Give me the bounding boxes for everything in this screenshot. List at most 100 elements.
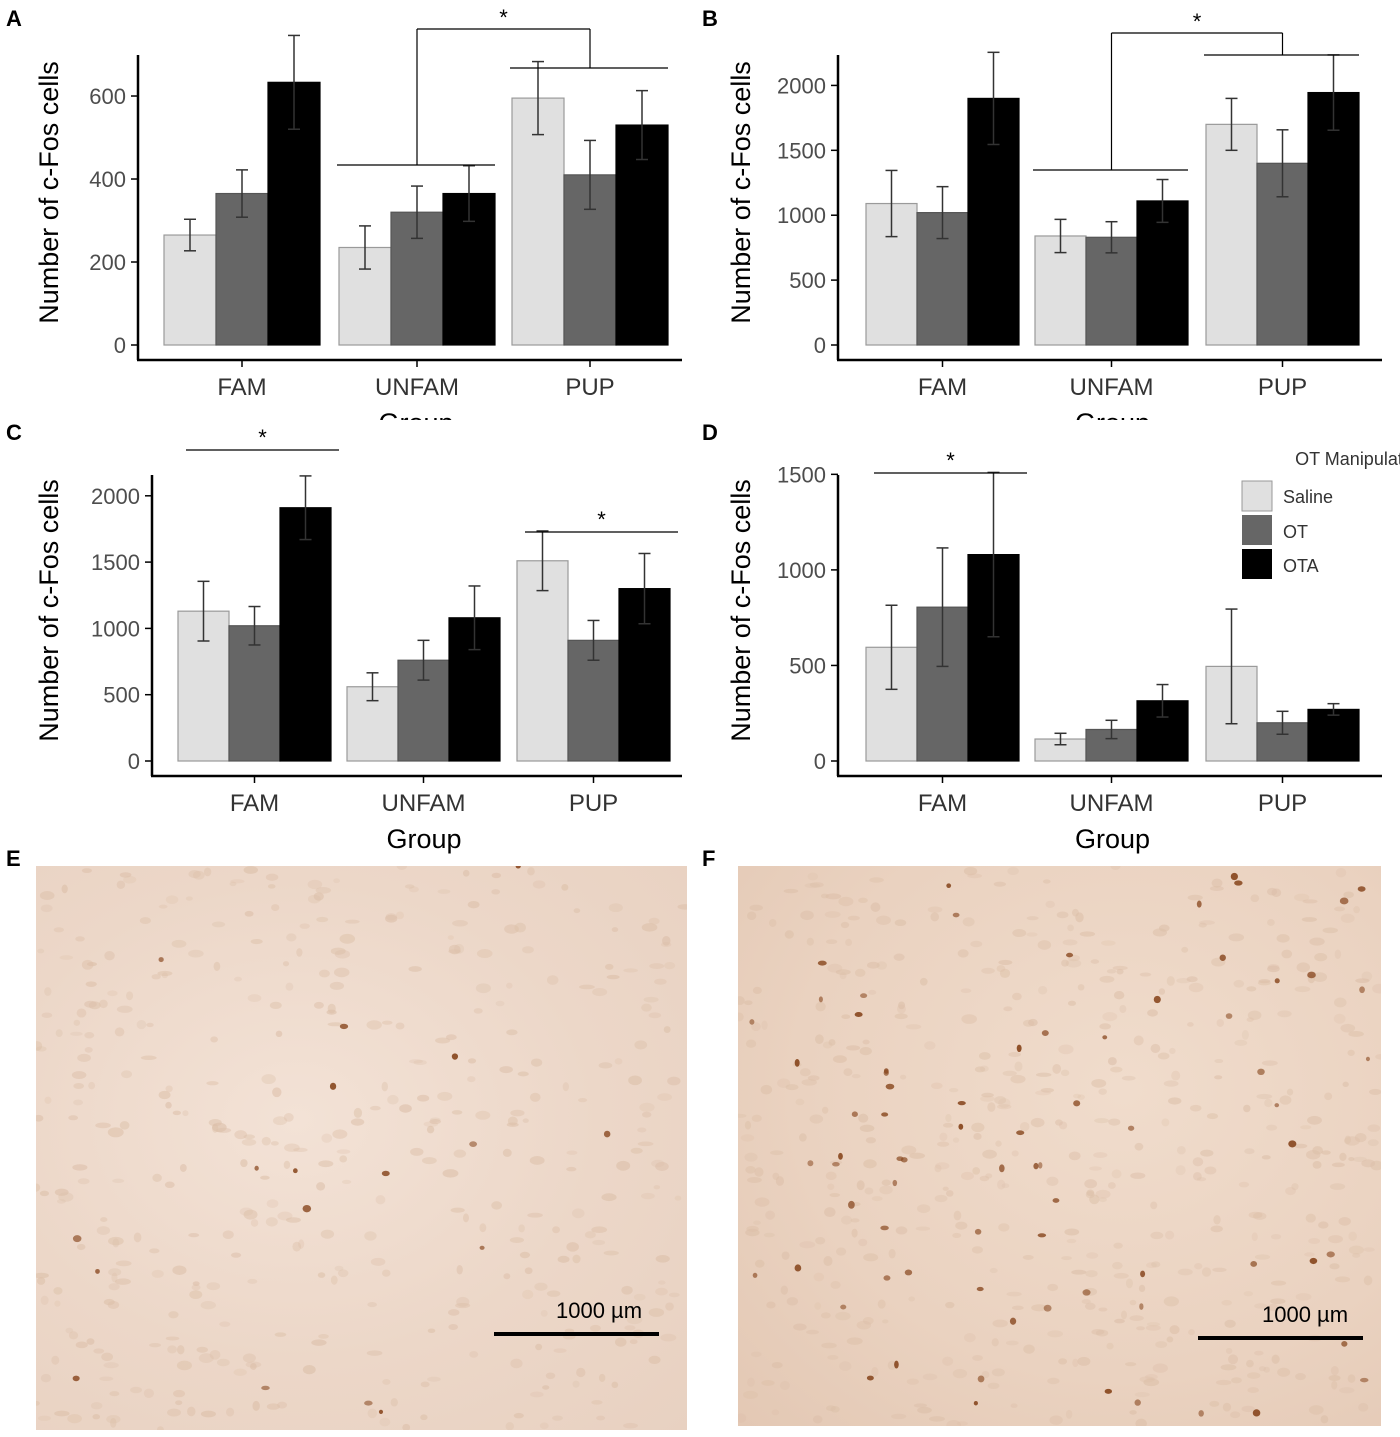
tissue-cell [108,1268,122,1277]
tissue-cell [40,904,53,913]
tissue-cell [1330,1366,1339,1376]
tissue-cell [1358,1402,1369,1412]
tissue-cell [491,889,501,895]
tissue-cell [529,1156,545,1165]
tissue-cell [76,1008,87,1018]
tissue-cell [167,1345,177,1354]
tissue-cell [316,916,329,923]
tissue-cell [192,1281,200,1287]
tissue-cell [894,919,907,927]
tissue-cell [230,879,245,884]
tissue-cell [592,1239,606,1246]
cfos-positive-cell [1341,1341,1348,1347]
tissue-cell [1334,1276,1351,1283]
tissue-cell [274,1332,287,1337]
tissue-cell [422,1157,437,1165]
tissue-cell [427,1376,441,1382]
tissue-cell [624,1325,636,1331]
x-tick-label: UNFAM [382,790,466,817]
tissue-cell [993,881,1007,887]
tissue-cell [157,1426,164,1430]
tissue-cell [1019,1121,1030,1132]
tissue-cell [1363,1247,1375,1252]
sig-star: * [258,425,267,450]
tissue-cell [931,1082,943,1090]
tissue-cell [1209,885,1224,892]
tissue-cell [243,866,258,874]
cfos-positive-cell [329,1082,337,1090]
tissue-cell [318,1334,329,1339]
tissue-cell [1241,1405,1255,1413]
tissue-cell [750,1351,762,1358]
tissue-cell [420,1414,428,1421]
tissue-cell [332,1129,348,1139]
legend-label-ot: OT [1283,522,1308,542]
cfos-positive-cell [818,996,823,1003]
tissue-cell [891,1413,907,1420]
tissue-cell [572,1380,580,1388]
tissue-cell [1130,1172,1146,1179]
tissue-cell [1112,1261,1123,1270]
tissue-cell [939,1132,948,1142]
y-axis-title: Number of c-Fos cells [34,479,64,742]
cfos-positive-cell [1196,900,1202,908]
tissue-cell [37,948,45,954]
x-axis-title: Group [1075,824,1150,854]
tissue-cell [1230,1411,1241,1419]
tissue-cell [1248,1211,1263,1219]
tissue-cell [655,1254,670,1263]
cfos-positive-cell [1038,1162,1043,1169]
y-tick-label: 1500 [777,462,826,487]
tissue-cell [219,1321,231,1327]
tissue-cell [982,1149,997,1159]
tissue-cell [998,959,1013,966]
tissue-cell [916,1204,931,1214]
tissue-cell [761,1379,775,1386]
tissue-cell [827,1355,839,1360]
tissue-cell [408,886,419,893]
tissue-cell [1228,933,1245,942]
tissue-cell [517,1071,529,1077]
tissue-cell [771,1409,780,1416]
tissue-cell [1012,992,1022,1001]
tissue-cell [1058,1044,1074,1055]
tissue-cell [991,1338,999,1347]
tissue-cell [381,1020,393,1025]
tissue-cell [513,1412,524,1419]
tissue-cell [616,1160,631,1171]
tissue-cell [1375,1053,1381,1060]
tissue-cell [893,953,905,961]
tissue-cell [158,904,168,909]
tissue-cell [402,1423,411,1430]
cfos-positive-cell [1365,1056,1370,1062]
tissue-cell [103,1298,115,1306]
tissue-cell [856,1180,865,1191]
tissue-cell [1146,1262,1157,1269]
tissue-cell [1065,1409,1073,1419]
y-tick-label: 1500 [91,550,140,575]
tissue-cell [747,1377,755,1387]
tissue-cell [754,1197,770,1207]
tissue-cell [1151,1261,1161,1268]
bar-ot-unfam [1085,236,1138,346]
tissue-cell [293,1147,308,1153]
tissue-cell [591,1400,603,1405]
tissue-cell [576,1367,586,1378]
sig-star: * [1193,9,1202,34]
tissue-cell [1318,1221,1329,1229]
tissue-cell [318,1160,334,1168]
x-tick-label: PUP [1258,790,1307,817]
tissue-cell [334,1265,344,1272]
tissue-cell [1026,932,1038,937]
cfos-positive-cell [451,1053,459,1060]
tissue-cell [327,1022,344,1027]
tissue-cell [623,968,638,973]
tissue-cell [1077,984,1085,991]
tissue-cell [1165,1230,1175,1240]
tissue-cell [242,1353,256,1363]
tissue-cell [36,1183,41,1192]
tissue-cell [250,938,263,945]
tissue-cell [1091,1329,1105,1335]
tissue-cell [991,1368,1005,1377]
tissue-cell [176,1345,185,1355]
